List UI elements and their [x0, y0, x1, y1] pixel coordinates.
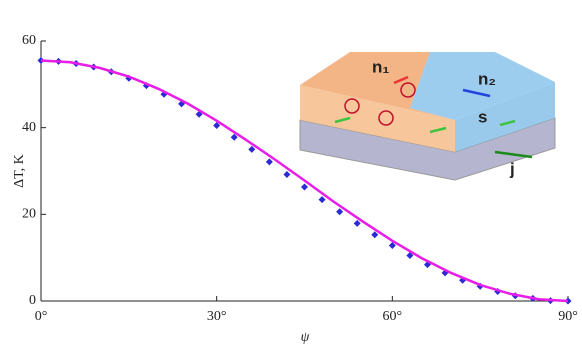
diamond-marker [336, 208, 344, 216]
x-tick-label: 0° [35, 309, 48, 324]
y-tick-label: 0 [29, 293, 36, 308]
annotation: n₁ [372, 57, 389, 76]
diamond-marker [318, 196, 326, 204]
annotation: j [509, 159, 515, 178]
y-axis-label: ΔT, K [12, 154, 27, 188]
left-face [300, 85, 455, 152]
spins [344, 82, 416, 126]
top-right [410, 52, 555, 120]
annotation: s [478, 107, 487, 126]
arrows [334, 75, 533, 159]
inset-diagram: n₁ n₂ s j [299, 52, 556, 181]
diamond-marker [265, 158, 273, 166]
diamond-marker [371, 231, 379, 239]
top-left [300, 52, 455, 120]
diamond-marker [283, 170, 291, 178]
diamond-marker [301, 183, 308, 191]
x-tick-label: 30° [207, 309, 227, 324]
x-tick-label: 60° [383, 309, 403, 324]
diamond-marker [213, 122, 221, 129]
diamond-marker [353, 219, 361, 227]
y-tick-label: 60 [22, 33, 36, 48]
diamond-marker [248, 145, 256, 153]
x-tick-label: 90° [558, 309, 578, 324]
annotation: n₂ [478, 69, 496, 88]
line-series [40, 59, 569, 303]
diamond-marker [406, 252, 414, 259]
diamond-marker [388, 242, 396, 250]
y-tick-label: 20 [22, 207, 36, 222]
right-face [455, 82, 555, 152]
diamond-marker [230, 133, 238, 141]
y-tick-label: 40 [22, 120, 36, 135]
x-axis-label: ψ [301, 330, 310, 345]
